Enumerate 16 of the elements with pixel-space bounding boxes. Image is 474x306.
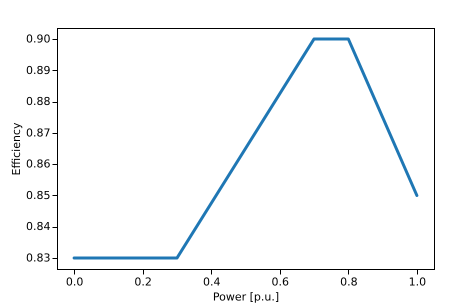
- y-tick-label: 0.88: [26, 95, 50, 108]
- x-tick-label: 1.0: [408, 276, 426, 288]
- y-tick-label: 0.87: [26, 126, 50, 140]
- y-tick-label: 0.83: [26, 252, 50, 265]
- x-tick-label: 0.4: [202, 276, 220, 288]
- x-tick-label: 0.2: [134, 276, 152, 288]
- y-tick-label: 0.86: [26, 158, 50, 171]
- y-axis-title: Efficiency: [10, 122, 24, 176]
- y-tick-label: 0.85: [26, 188, 50, 202]
- x-axis-title: Power [p.u.]: [212, 290, 280, 304]
- y-tick-label: 0.90: [26, 32, 50, 46]
- x-tick-label: 0.0: [66, 276, 84, 288]
- x-tick-label: 0.6: [272, 276, 290, 288]
- x-tick-label: 0.8: [340, 276, 358, 288]
- y-tick-label: 0.89: [26, 64, 50, 77]
- y-tick-label: 0.84: [26, 220, 50, 234]
